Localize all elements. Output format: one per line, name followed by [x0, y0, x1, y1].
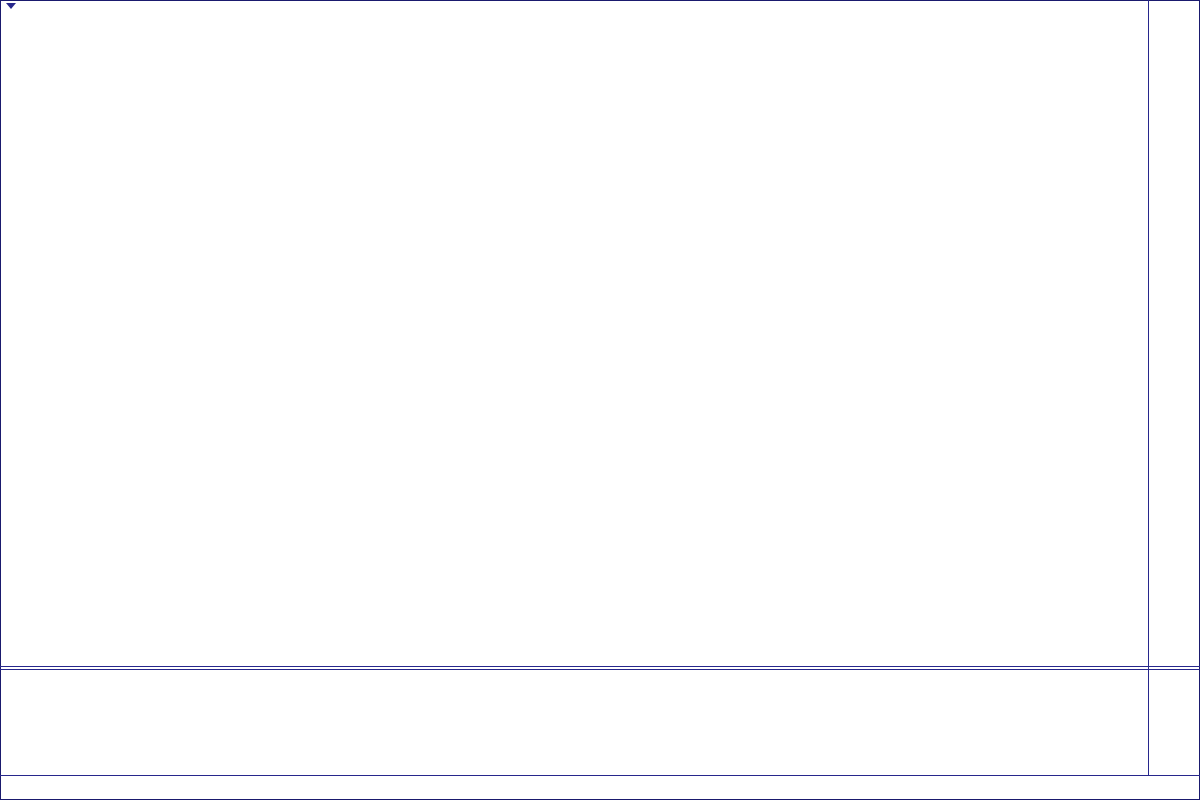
indicator-panel-divider-top	[0, 666, 1200, 667]
price-axis[interactable]	[1149, 0, 1200, 775]
indicator-plot-area[interactable]	[1, 670, 1148, 774]
price-plot-svg	[1, 14, 1148, 666]
indicator-panel-divider-bottom	[0, 669, 1200, 670]
price-plot-area[interactable]	[1, 14, 1148, 666]
time-axis[interactable]	[0, 776, 1148, 800]
chart-header	[6, 3, 28, 9]
chevron-down-icon[interactable]	[6, 3, 16, 9]
price-axis-divider	[1148, 0, 1149, 775]
time-axis-divider	[0, 775, 1200, 776]
indicator-plot-svg	[1, 670, 1148, 774]
